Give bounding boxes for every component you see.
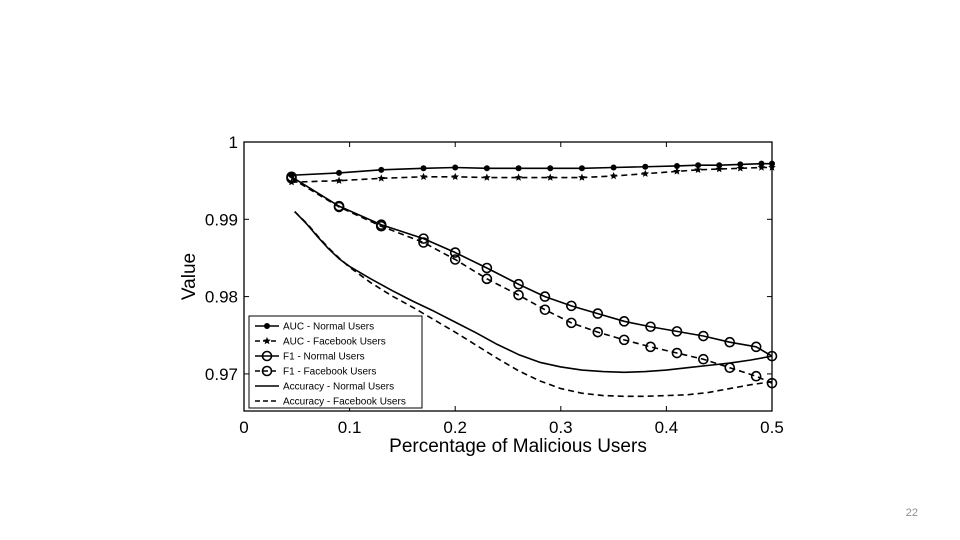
data-point-dot (578, 165, 585, 172)
data-point-circle (375, 220, 387, 232)
x-tick-label: 0.4 (655, 418, 679, 437)
data-point-star (673, 167, 681, 175)
series-markers (286, 160, 778, 389)
page-number: 22 (905, 507, 918, 519)
legend-entry-label: Accuracy - Normal Users (283, 382, 394, 393)
legend-entry-label: F1 - Normal Users (283, 352, 365, 363)
data-point-dot (673, 162, 680, 169)
data-point-circle (333, 201, 345, 213)
data-point-circle (618, 316, 630, 327)
data-point-circle (286, 173, 297, 184)
data-point-dot (610, 164, 617, 171)
data-point-circle (261, 350, 273, 362)
x-axis-title: Percentage of Malicious Users (389, 436, 647, 457)
series-line-5 (294, 210, 773, 398)
series-line-2 (291, 176, 773, 357)
data-point-dot (264, 323, 270, 329)
y-axis-title: Value (179, 253, 200, 300)
data-point-circle (724, 362, 736, 374)
data-point-circle (750, 370, 762, 382)
data-point-star (483, 173, 491, 181)
data-point-circle (418, 237, 429, 248)
data-point-circle (449, 254, 461, 265)
data-point-star (736, 164, 745, 172)
data-point-dot (483, 165, 490, 172)
x-tick-label: 0.3 (549, 418, 573, 437)
data-point-star (609, 172, 618, 180)
y-tick-label: 0.97 (205, 365, 238, 384)
data-point-circle (481, 273, 493, 285)
data-point-circle (513, 278, 524, 290)
legend: AUC - Normal Users AUC - Facebook Users F1… (248, 315, 423, 409)
data-point-circle (645, 341, 656, 353)
legend-entry-label: AUC - Facebook Users (283, 337, 386, 348)
y-tick-label: 1 (229, 133, 238, 152)
series-line-4 (294, 211, 773, 374)
data-point-star (715, 165, 723, 173)
data-point-circle (513, 289, 524, 301)
data-point-star (335, 176, 343, 184)
legend-entry-label: Accuracy - Facebook Users (283, 397, 406, 408)
data-point-circle (592, 308, 604, 319)
data-point-star (757, 163, 766, 171)
data-point-dot (336, 169, 343, 176)
data-point-dot (420, 165, 427, 172)
y-tick-label: 0.99 (205, 210, 238, 229)
data-point-dot (695, 162, 702, 169)
data-point-circle (539, 304, 551, 316)
data-point-star (546, 173, 555, 181)
data-point-circle (566, 300, 577, 312)
y-tick-label: 0.98 (205, 288, 238, 307)
data-point-circle (645, 321, 656, 333)
data-point-circle (481, 262, 493, 274)
data-point-star (263, 337, 271, 345)
data-point-circle (539, 291, 551, 302)
data-point-dot (642, 163, 649, 170)
data-point-star (377, 174, 386, 182)
data-point-circle (566, 317, 577, 329)
data-point-circle (698, 353, 709, 365)
data-point-circle (750, 341, 762, 353)
legend-entry-label: AUC - Normal Users (283, 322, 374, 333)
plot-frame (243, 141, 773, 412)
data-point-dot (452, 164, 459, 171)
data-point-circle (261, 365, 273, 377)
data-point-star (578, 173, 586, 181)
data-point-star (641, 169, 650, 177)
axes: 0 0.1 0.2 0.3 0.4 0.5 0.97 0.98 0.99 1 Percentage … (179, 133, 784, 457)
x-tick-label: 0.1 (338, 418, 362, 437)
data-point-star (419, 172, 428, 181)
data-point-star (514, 173, 523, 181)
data-point-circle (418, 233, 429, 244)
data-point-dot (547, 165, 554, 172)
legend-entry-label: F1 - Facebook Users (283, 367, 376, 378)
data-point-star (694, 165, 702, 174)
data-point-circle (592, 326, 604, 338)
data-point-circle (724, 336, 736, 348)
x-tick-label: 0.5 (760, 418, 784, 437)
legend-box (248, 315, 423, 409)
data-point-circle (671, 347, 683, 359)
data-point-circle (671, 326, 683, 337)
data-point-circle (618, 334, 630, 346)
data-point-circle (698, 330, 709, 342)
data-point-dot (515, 165, 522, 172)
series-line-3 (291, 177, 773, 384)
data-point-dot (378, 166, 385, 173)
x-tick-label: 0.2 (443, 418, 467, 437)
data-point-circle (449, 247, 461, 258)
data-point-star (451, 172, 459, 181)
x-tick-label: 0 (239, 418, 248, 437)
